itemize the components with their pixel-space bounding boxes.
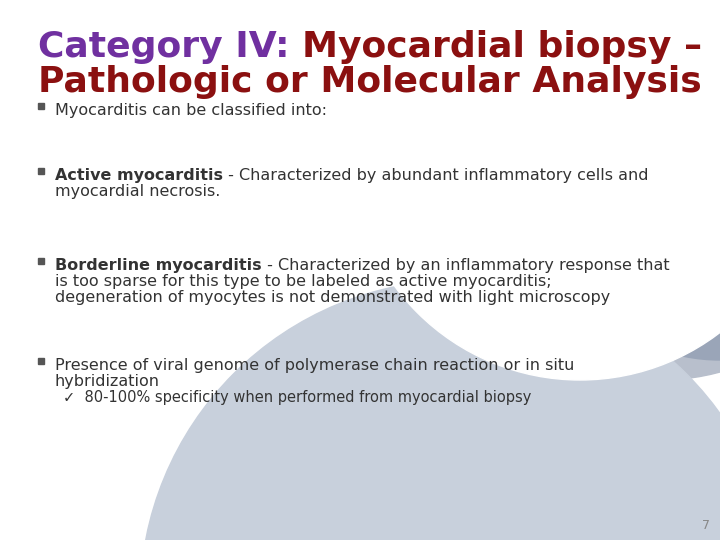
Text: Active myocarditis: Active myocarditis bbox=[55, 168, 223, 183]
Text: Myocarditis can be classified into:: Myocarditis can be classified into: bbox=[55, 103, 327, 118]
Text: Borderline myocarditis: Borderline myocarditis bbox=[55, 258, 261, 273]
Text: Category IV:: Category IV: bbox=[38, 30, 302, 64]
Text: - Characterized by an inflammatory response that: - Characterized by an inflammatory respo… bbox=[261, 258, 670, 273]
Text: Myocardial biopsy –: Myocardial biopsy – bbox=[302, 30, 702, 64]
Text: Pathologic or Molecular Analysis: Pathologic or Molecular Analysis bbox=[38, 65, 702, 99]
Bar bbox=[38, 358, 44, 364]
Text: hybridization: hybridization bbox=[55, 374, 160, 389]
Circle shape bbox=[140, 280, 720, 540]
Bar bbox=[38, 103, 44, 109]
Circle shape bbox=[430, 0, 720, 380]
Bar bbox=[38, 168, 44, 174]
Text: - Characterized by abundant inflammatory cells and: - Characterized by abundant inflammatory… bbox=[223, 168, 649, 183]
Text: degeneration of myocytes is not demonstrated with light microscopy: degeneration of myocytes is not demonstr… bbox=[55, 290, 611, 305]
Text: is too sparse for this type to be labeled as active myocarditis;: is too sparse for this type to be labele… bbox=[55, 274, 552, 289]
Text: ✓  80-100% specificity when performed from myocardial biopsy: ✓ 80-100% specificity when performed fro… bbox=[63, 390, 531, 405]
Text: myocardial necrosis.: myocardial necrosis. bbox=[55, 184, 220, 199]
Circle shape bbox=[540, 0, 720, 360]
Circle shape bbox=[350, 0, 720, 380]
Bar bbox=[38, 258, 44, 264]
Text: Presence of viral genome of polymerase chain reaction or in situ: Presence of viral genome of polymerase c… bbox=[55, 358, 575, 373]
Text: 7: 7 bbox=[702, 519, 710, 532]
